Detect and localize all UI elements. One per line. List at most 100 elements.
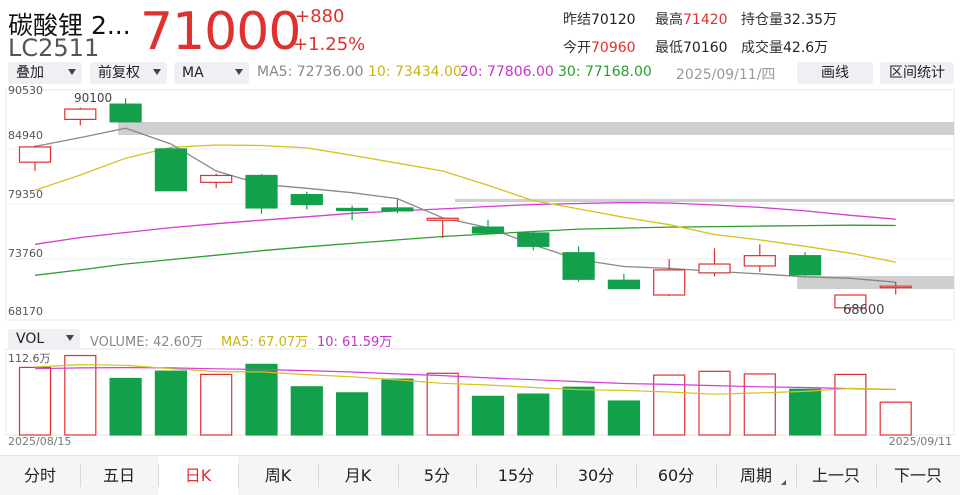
last-price: 71000 (140, 2, 301, 62)
candle (879, 282, 912, 295)
ma5-value: MA5: 72736.00 (257, 64, 364, 80)
volume-bar (154, 370, 187, 436)
tab-divider (796, 464, 797, 487)
candlesticks (18, 98, 912, 310)
reference-band (118, 122, 954, 135)
tab-11[interactable]: 下一只 (893, 466, 942, 485)
indicator-dropdown[interactable]: MA (174, 62, 249, 84)
tab-1[interactable]: 五日 (102, 466, 135, 485)
tab-3[interactable]: 周K (264, 466, 292, 485)
volume-bar (834, 373, 867, 436)
volume-bar (743, 373, 776, 436)
candle (653, 259, 686, 296)
tab-divider (716, 464, 717, 487)
candle (336, 205, 369, 221)
price-axis-label: 84940 (8, 129, 43, 142)
min-price-label: 68600 (843, 303, 884, 318)
volume-bar (200, 373, 233, 436)
ma10-line (34, 144, 896, 263)
stat-prev-settle: 昨结70120 (563, 12, 636, 28)
candle (154, 147, 187, 192)
price-axis-label: 79350 (8, 188, 43, 201)
price-axis-label: 73760 (8, 247, 43, 260)
tab-divider (556, 464, 557, 487)
volume-bar (64, 354, 97, 436)
price-change-pct: +1.25% (293, 34, 366, 55)
stat-low: 最低70160 (655, 40, 728, 56)
volume-value: VOLUME: 42.60万 (90, 335, 204, 350)
candle (381, 199, 414, 214)
tab-8[interactable]: 60分 (657, 466, 695, 485)
volume-bar (517, 393, 550, 436)
price-axis-label: 68170 (8, 305, 43, 318)
cursor-date: 2025/09/11/四 (676, 67, 776, 83)
tab-divider (476, 464, 477, 487)
volume-ma5-line (34, 363, 896, 395)
stat-open: 今开70960 (563, 40, 636, 56)
kline-chart[interactable]: 90530 84940 79350 73760 68170 90100 68600 112.… (0, 84, 960, 456)
volume-bar (698, 370, 731, 436)
chevron-down-icon (235, 69, 243, 75)
volume-bar (788, 388, 822, 436)
tab-10[interactable]: 上一只 (811, 466, 860, 485)
candle (471, 219, 505, 234)
candle (607, 273, 641, 290)
volume-indicator-dropdown[interactable]: VOL (8, 329, 80, 349)
max-price-label: 90100 (74, 91, 112, 105)
overlay-dropdown[interactable]: 叠加 (8, 62, 82, 84)
period-tab-bar: 分时 五日 日K 周K 月K 5分 15分 30分 60分 周期 上一只 下一只 (0, 455, 960, 495)
price-axis-label: 90530 (8, 84, 43, 97)
candle (64, 107, 97, 126)
tab-0[interactable]: 分时 (23, 466, 56, 485)
tab-2[interactable]: 日K (158, 456, 238, 495)
chevron-down-icon (153, 69, 161, 75)
tab-9[interactable]: 周期 (716, 456, 796, 495)
price-reference-bands (118, 122, 954, 289)
candle (426, 217, 459, 238)
candle (788, 252, 822, 276)
adjust-label: 前复权 (98, 65, 140, 81)
tab-7[interactable]: 30分 (577, 466, 615, 485)
volume-ma5-value: MA5: 67.07万 (221, 335, 309, 350)
adjust-dropdown[interactable]: 前复权 (90, 62, 167, 84)
candle (245, 173, 278, 214)
tab-divider (876, 464, 877, 487)
volume-max-label: 112.6万 (8, 352, 51, 365)
instrument-code: LC2511 (8, 34, 100, 62)
candle (200, 173, 233, 189)
volume-bar (471, 395, 505, 436)
price-change: +880 (295, 6, 345, 27)
candle (743, 244, 776, 272)
volume-indicator-label: VOL (16, 331, 45, 347)
tab-divider (398, 464, 399, 487)
overlay-label: 叠加 (16, 65, 44, 81)
volume-ma10-line (34, 366, 896, 391)
volume-bar (245, 363, 278, 436)
candle (290, 191, 323, 210)
volume-bar (879, 401, 912, 436)
volume-bar (336, 392, 369, 436)
candle (18, 145, 52, 172)
draw-line-button[interactable]: 画线 (797, 62, 873, 84)
corner-triangle-icon (781, 480, 786, 485)
tab-5[interactable]: 5分 (423, 466, 451, 485)
ma20-value: 20: 77806.00 (460, 64, 554, 80)
tab-6[interactable]: 15分 (497, 466, 535, 485)
ma30-line (34, 224, 896, 276)
candle (562, 246, 595, 282)
tab-divider (636, 464, 637, 487)
start-date-label: 2025/08/15 (8, 435, 71, 448)
volume-bars: 112.6万 2025/08/15 2025/09/11 (8, 352, 952, 448)
chevron-down-icon (66, 335, 74, 341)
volume-bar (381, 378, 414, 436)
stat-volume: 成交量42.6万 (741, 40, 829, 56)
tab-4[interactable]: 月K (344, 466, 372, 485)
volume-ma10-value: 10: 61.59万 (317, 335, 393, 350)
volume-bar (109, 377, 142, 436)
ma20-line (34, 201, 896, 245)
stat-open-interest: 持仓量32.35万 (741, 12, 838, 28)
tab-divider (318, 464, 319, 487)
instrument-name: 碳酸锂 2... (8, 11, 131, 40)
range-stats-button[interactable]: 区间统计 (880, 62, 954, 84)
indicator-label: MA (182, 65, 204, 81)
